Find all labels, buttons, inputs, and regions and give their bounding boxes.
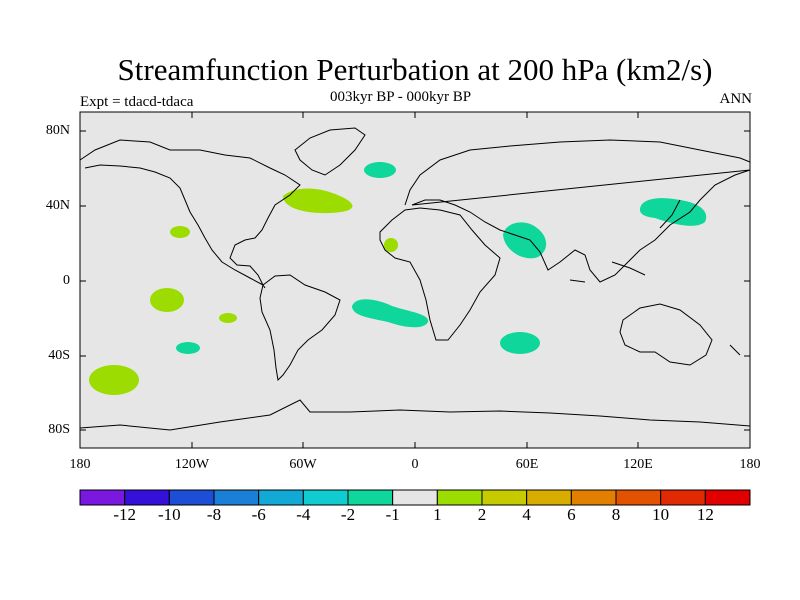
lat-label-80n: 80N [45, 123, 70, 138]
colorbar-tick-label: -12 [113, 505, 136, 524]
experiment-label: Expt = tdacd-tdaca [80, 94, 194, 110]
chart-title: Streamfunction Perturbation at 200 hPa (… [117, 52, 713, 87]
colorbar-tick-label: 4 [522, 505, 531, 524]
colorbar-swatch-8 [436, 489, 483, 506]
coast-australia [619, 303, 713, 366]
axis-ticks [79, 112, 751, 448]
colorbar-tick-label: -6 [251, 505, 266, 524]
colorbar-swatch-0 [79, 489, 126, 506]
coastlines [79, 127, 751, 431]
lat-label-40s: 40S [48, 348, 70, 363]
colorbar-tick-label: -2 [340, 505, 356, 524]
colorbar-tick-label: -10 [157, 505, 181, 524]
lat-label-40n: 40N [45, 198, 70, 213]
lon-label-180e: 180 [739, 457, 761, 472]
colorbar-tick-label: 12 [696, 505, 714, 524]
colorbar-swatch-13 [660, 489, 706, 506]
coast-islands [569, 199, 741, 356]
patch-north-atlantic-negative [364, 162, 396, 178]
patch-south-pacific-positive [150, 288, 184, 312]
coast-south-america [259, 274, 341, 382]
colorbar-swatch-3 [213, 489, 260, 506]
coast-eurasia [404, 139, 751, 283]
lon-label-60w: 60W [289, 457, 317, 472]
anomaly-patches [89, 162, 707, 395]
lat-label-0: 0 [63, 273, 70, 288]
coast-greenland [294, 127, 366, 176]
colorbar-swatch-11 [570, 489, 617, 506]
colorbar-tick-label: -1 [385, 505, 400, 524]
colorbar-tick-label: 1 [433, 505, 442, 524]
patch-pacific-positive-small [219, 313, 237, 323]
colorbar-tick-label: -8 [206, 505, 222, 524]
colorbar-swatch-10 [526, 489, 572, 506]
colorbar-swatch-6 [347, 489, 394, 506]
colorbar-tick-label: 8 [611, 505, 621, 524]
coast-antarctica [79, 399, 751, 431]
colorbar-tick-label: 10 [652, 505, 670, 524]
patch-southeast-pacific-negative [176, 342, 200, 354]
colorbar-swatch-4 [258, 489, 304, 506]
colorbar-swatch-12 [615, 489, 662, 506]
lon-label-180w: 180 [69, 457, 91, 472]
coast-africa [379, 207, 501, 341]
colorbar-tick-label: -4 [296, 505, 311, 524]
colorbar-swatch-7 [392, 489, 438, 506]
colorbar [79, 489, 751, 506]
patch-north-atlantic-positive [283, 188, 353, 214]
period-label: 003kyr BP - 000kyr BP [330, 89, 472, 105]
lon-label-0: 0 [411, 457, 419, 472]
map-background [80, 112, 750, 448]
season-label: ANN [719, 91, 753, 107]
colorbar-swatch-14 [704, 489, 751, 506]
colorbar-tick-label: 6 [567, 505, 576, 524]
lon-label-120w: 120W [174, 457, 210, 472]
patch-indian-ocean-negative [500, 332, 540, 354]
colorbar-swatch-1 [124, 489, 170, 506]
coast-north-america [79, 139, 301, 289]
colorbar-swatch-2 [168, 489, 215, 506]
patch-arabia-negative [503, 222, 547, 259]
colorbar-swatch-9 [481, 489, 528, 506]
lon-label-120e: 120E [623, 457, 653, 472]
patch-southern-ocean-positive [89, 365, 139, 395]
patch-central-pacific-positive [170, 226, 190, 238]
lon-label-60e: 60E [515, 457, 539, 472]
patch-west-africa-positive [384, 238, 398, 252]
colorbar-tick-label: 2 [477, 505, 487, 524]
colorbar-swatch-5 [302, 489, 349, 506]
lat-label-80s: 80S [48, 422, 70, 437]
patch-south-atlantic-negative [352, 299, 429, 328]
